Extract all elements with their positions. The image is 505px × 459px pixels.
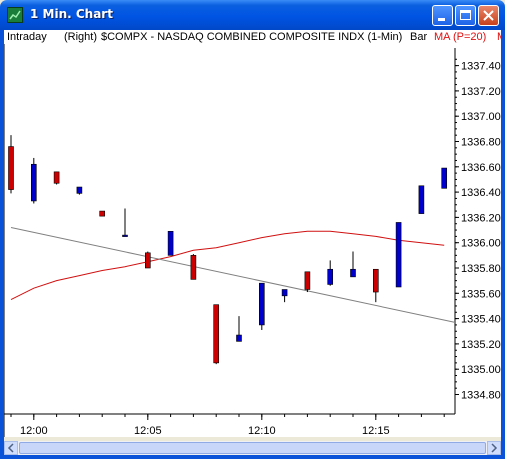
title-bar[interactable]: 1 Min. Chart — [0, 0, 505, 30]
scale-label: (Right) — [64, 31, 98, 43]
y-tick-label: 1336.80 — [461, 137, 501, 149]
y-tick-label: 1336.60 — [461, 162, 501, 174]
price-chart[interactable]: 1337.40 1337.20 1337.00 1336.80 1336.60 1336.… — [4, 44, 501, 441]
y-tick-label: 1335.00 — [461, 364, 501, 376]
arrow-left-icon — [7, 443, 14, 453]
y-tick-label: 1335.20 — [461, 339, 501, 351]
y-tick-label: 1334.80 — [461, 390, 501, 402]
down-candle — [8, 146, 14, 190]
scroll-thumb[interactable] — [19, 442, 486, 454]
up-candle — [418, 185, 425, 214]
chart-style-label: Bar — [410, 31, 428, 43]
x-tick-label: 12:10 — [248, 425, 276, 437]
y-tick-label: 1337.00 — [461, 111, 501, 123]
close-icon — [483, 10, 494, 21]
maximize-icon — [460, 10, 471, 20]
y-tick-label: 1335.80 — [461, 263, 501, 275]
y-tick-label: 1336.20 — [461, 212, 501, 224]
up-candle — [281, 289, 288, 297]
y-tick-label: 1337.20 — [461, 86, 501, 98]
symbol-label: $COMPX - NASDAQ COMBINED COMPOSITE INDX … — [101, 31, 403, 43]
y-tick-label: 1336.00 — [461, 238, 501, 250]
y-tick-label: 1336.40 — [461, 187, 501, 199]
up-candle — [327, 268, 334, 285]
close-button[interactable] — [478, 5, 499, 26]
x-tick-label: 12:00 — [20, 425, 48, 437]
indicator-label: MA (P=20) — [434, 31, 487, 43]
up-candle — [441, 167, 448, 189]
up-candle — [259, 282, 265, 326]
scroll-right-button[interactable] — [487, 441, 501, 455]
y-tick-label: 1335.40 — [461, 314, 501, 326]
chart-app-icon[interactable] — [7, 7, 23, 23]
down-candle — [53, 171, 60, 184]
down-candle — [190, 255, 197, 280]
plot-area[interactable] — [4, 44, 501, 437]
indicator-label-truncated: M — [497, 30, 501, 44]
window-title: 1 Min. Chart — [30, 7, 113, 21]
up-candle — [167, 231, 174, 256]
arrow-right-icon — [491, 443, 498, 453]
maximize-button[interactable] — [455, 5, 476, 26]
interval-label: Intraday — [7, 31, 47, 43]
horizontal-scrollbar[interactable] — [4, 441, 501, 455]
down-candle — [213, 304, 219, 364]
x-tick-label: 12:05 — [134, 425, 162, 437]
up-candle — [122, 234, 128, 237]
minimize-button[interactable] — [432, 5, 453, 26]
up-candle — [30, 163, 37, 202]
up-candle — [395, 222, 402, 288]
moving-average-line — [10, 230, 445, 301]
trend-line — [10, 227, 456, 323]
down-candle — [99, 210, 105, 217]
scroll-left-button[interactable] — [4, 441, 18, 455]
window-frame-left — [0, 30, 4, 459]
up-candle — [76, 186, 83, 194]
up-candle — [236, 334, 242, 342]
down-candle — [145, 252, 151, 269]
y-tick-label: 1335.60 — [461, 288, 501, 300]
window-frame-right — [501, 30, 505, 459]
x-tick-label: 12:15 — [362, 425, 390, 437]
chart-header: Intraday (Right) $COMPX - NASDAQ COMBINE… — [4, 30, 501, 44]
y-tick-label: 1337.40 — [461, 61, 501, 73]
down-candle — [372, 268, 379, 293]
down-candle — [304, 271, 311, 290]
window-frame-bottom — [0, 455, 505, 459]
minimize-icon — [438, 18, 445, 21]
up-candle — [350, 268, 356, 278]
